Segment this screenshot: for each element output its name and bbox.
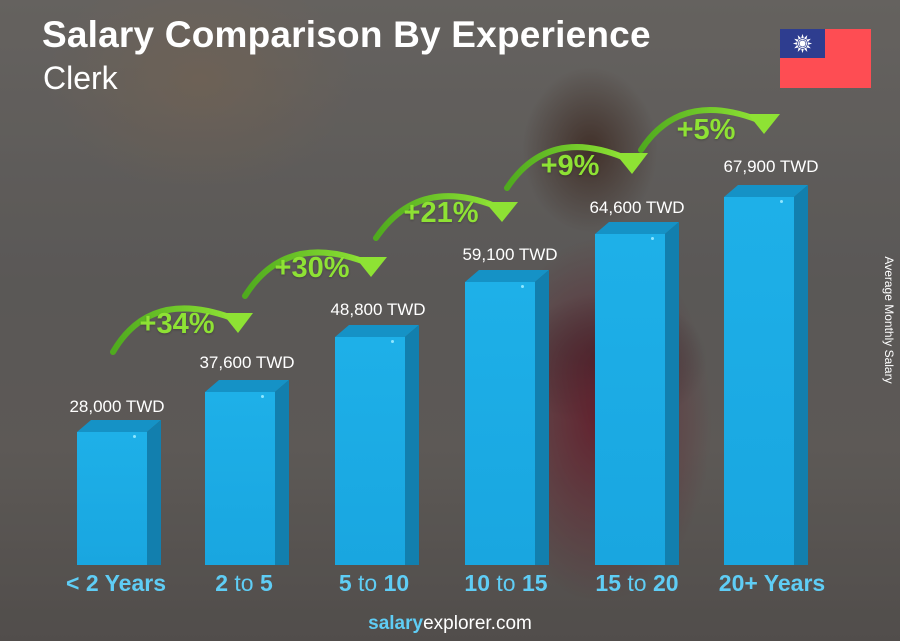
arrow-head-icon — [748, 114, 780, 134]
value-label: 48,800 TWD — [330, 300, 426, 319]
increase-label: +5% — [676, 114, 736, 146]
increase-label: +34% — [139, 308, 215, 340]
increase-label: +21% — [403, 197, 479, 229]
bar-2-to-5 — [205, 380, 289, 565]
bar-15-to-20 — [595, 222, 679, 565]
flag-canton — [780, 29, 825, 58]
chart-subtitle: Clerk — [43, 60, 118, 96]
bar-20-plus-years — [724, 185, 808, 565]
value-label: 28,000 TWD — [69, 397, 165, 416]
value-label: 59,100 TWD — [462, 245, 558, 264]
value-label: 67,900 TWD — [723, 157, 819, 176]
value-label: 37,600 TWD — [199, 353, 295, 372]
source-watermark: salaryexplorer.com — [368, 613, 532, 634]
x-label-10-to-15: 10 to 15 — [464, 570, 548, 596]
taiwan-flag-icon — [780, 29, 871, 88]
arrow-head-icon — [355, 257, 387, 277]
arrow-arc-icon — [373, 193, 498, 241]
value-label: 64,600 TWD — [589, 198, 685, 217]
arrow-head-icon — [485, 202, 518, 222]
arrow-arc-icon — [504, 144, 628, 191]
x-label-lt2-years: < 2 Years — [66, 570, 166, 596]
x-label-2-to-5: 2 to 5 — [215, 570, 273, 596]
arrow-head-icon — [222, 313, 253, 333]
x-label-20-plus-years: 20+ Years — [718, 570, 826, 596]
increase-label: +30% — [274, 252, 350, 284]
arrow-head-icon — [615, 153, 648, 174]
x-label-5-to-10: 5 to 10 — [338, 570, 410, 596]
increase-label: +9% — [540, 150, 600, 182]
arrow-arc-icon — [242, 249, 368, 299]
arrow-arc-icon — [110, 305, 235, 355]
x-label-15-to-20: 15 to 20 — [595, 570, 679, 596]
sun-icon — [792, 33, 813, 54]
bar-5-to-10 — [335, 325, 419, 565]
bar-lt2-years — [77, 420, 161, 565]
bar-10-to-15 — [465, 270, 549, 565]
arrow-arc-icon — [638, 107, 761, 153]
chart-title: Salary Comparison By Experience — [42, 14, 651, 55]
